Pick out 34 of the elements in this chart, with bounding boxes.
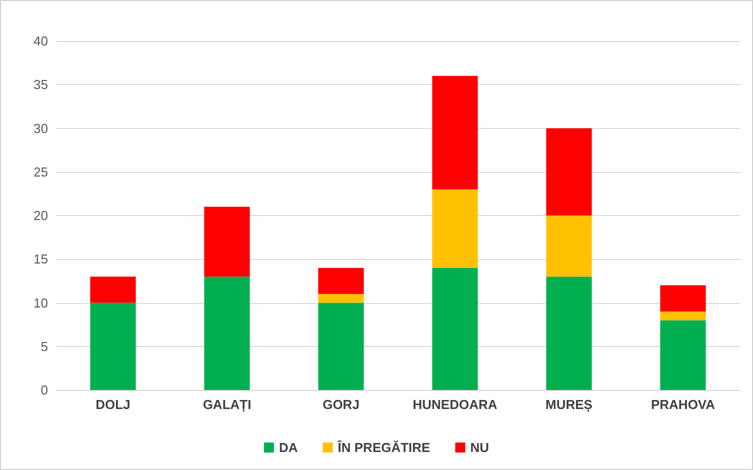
x-tick-label: HUNEDOARA [412, 397, 498, 412]
x-tick-label: PRAHOVA [650, 397, 716, 412]
bar [546, 128, 592, 216]
bar [546, 216, 592, 277]
bar [318, 302, 364, 390]
y-tick-label: 30 [34, 120, 48, 136]
y-tick-label: 10 [34, 295, 48, 310]
bar [204, 206, 250, 277]
bar [660, 320, 706, 390]
bar [318, 268, 364, 294]
bar [90, 302, 136, 390]
y-tick-label: 20 [34, 208, 48, 223]
x-tick-label: DOLJ [96, 397, 130, 412]
x-tick-label: GALAȚI [202, 397, 252, 412]
bar [660, 285, 706, 312]
bar [432, 76, 478, 190]
bar [204, 276, 250, 390]
bar [318, 294, 364, 303]
y-tick-label: 25 [34, 164, 48, 180]
y-tick-label: 15 [34, 252, 48, 267]
bar [546, 276, 592, 390]
y-tick-label: 5 [40, 338, 48, 354]
bar [90, 276, 136, 303]
bar [432, 189, 478, 268]
x-tick-label: MUREȘ [546, 397, 593, 413]
x-tick-label: GORJ [322, 397, 360, 412]
legend-label: NU [470, 440, 490, 455]
y-tick-label: 35 [34, 77, 48, 92]
bar [660, 311, 706, 320]
legend-label: DA [278, 440, 298, 455]
bar [432, 268, 478, 390]
y-tick-label: 40 [34, 34, 48, 48]
y-tick-label: 0 [40, 382, 48, 398]
legend-label: ÎN PREGĂTIRE [336, 440, 431, 455]
